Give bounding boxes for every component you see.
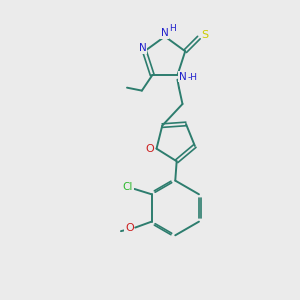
Text: N: N: [139, 43, 147, 53]
Text: N: N: [179, 72, 187, 82]
Text: O: O: [146, 144, 154, 154]
Text: H: H: [169, 24, 176, 33]
Text: Cl: Cl: [123, 182, 133, 193]
Text: N: N: [161, 28, 169, 38]
Text: -H: -H: [187, 73, 197, 82]
Text: O: O: [125, 223, 134, 233]
Text: S: S: [201, 30, 208, 40]
